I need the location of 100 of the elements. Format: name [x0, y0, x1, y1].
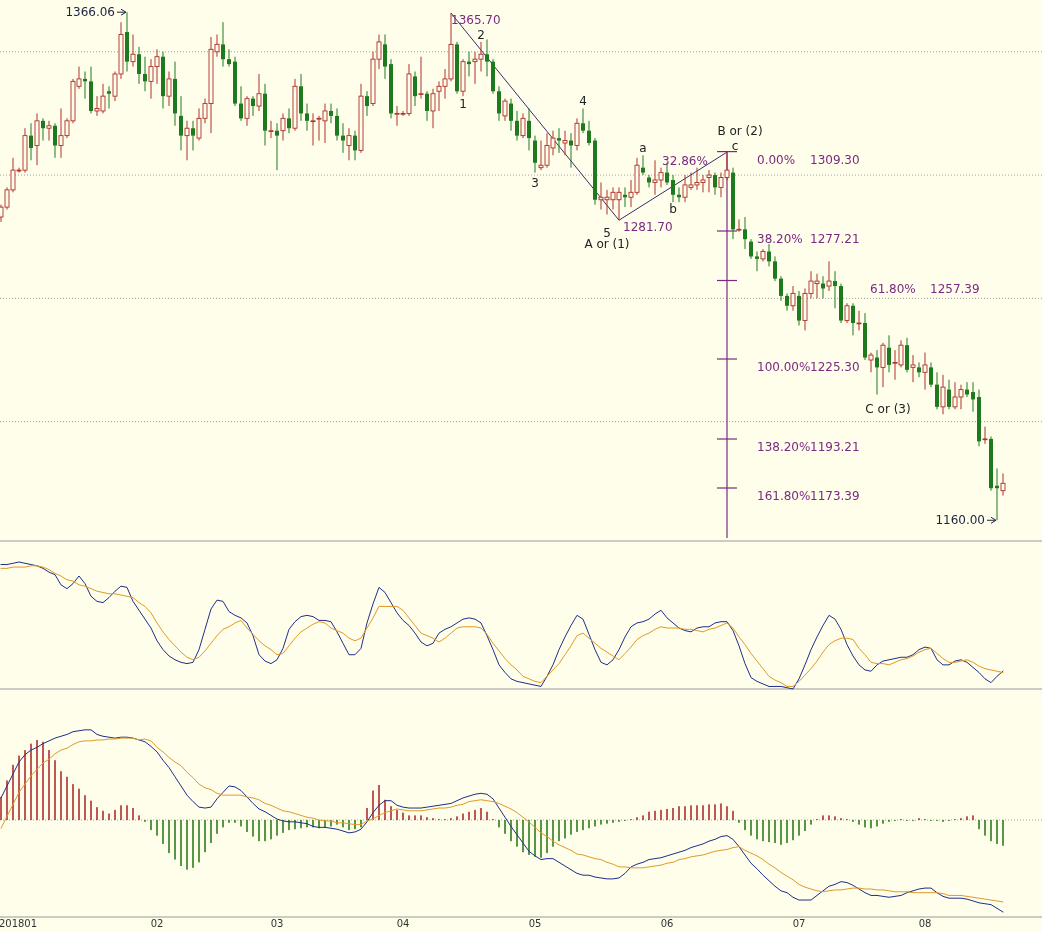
candlestick [515, 110, 519, 142]
candlestick [244, 95, 250, 127]
candlestick [221, 21, 225, 68]
annotation: 61.80% [870, 281, 916, 296]
annotation: 38.20% [757, 232, 803, 246]
x-tick-label: 02 [150, 918, 164, 929]
candlestick [767, 243, 771, 267]
candlestick [880, 342, 886, 388]
annotation: 1225.30 [810, 360, 860, 374]
candlestick [166, 71, 172, 107]
x-tick-label: 06 [660, 918, 674, 929]
candlestick [418, 56, 424, 100]
annotation: b [669, 202, 677, 217]
candlestick [413, 71, 417, 107]
candlestick [851, 302, 855, 336]
annotation: 100.00% [757, 360, 811, 374]
candlestick [844, 302, 850, 324]
candlestick [46, 120, 52, 142]
candlestick [497, 85, 501, 122]
candlestick [353, 130, 357, 161]
candlestick [509, 98, 513, 132]
candlestick [947, 379, 951, 410]
candlestick [365, 90, 369, 117]
annotation: 3 [531, 175, 539, 190]
candlestick [965, 381, 969, 398]
candlestick [268, 120, 274, 139]
candlestick [587, 120, 591, 146]
annotation: C or (3) [865, 402, 911, 417]
candlestick [749, 238, 753, 260]
candlestick [41, 117, 45, 142]
candlestick [520, 112, 526, 139]
candlestick [329, 103, 333, 124]
candlestick [280, 112, 286, 142]
annotation: 1160.00 [935, 513, 985, 528]
candlestick [935, 371, 939, 410]
candlestick [982, 426, 988, 445]
candlestick [562, 130, 568, 156]
candlestick [773, 255, 777, 282]
candlestick [875, 349, 879, 396]
annotation: a [639, 141, 647, 156]
candlestick [502, 98, 508, 122]
candlestick [179, 95, 183, 151]
x-tick-label: 07 [792, 918, 806, 929]
candlestick [581, 107, 585, 134]
candlestick [137, 46, 141, 85]
candlestick [346, 127, 352, 161]
annotation: B or (2) [717, 124, 763, 139]
annotation: 1366.06 [65, 5, 115, 20]
candlestick [184, 120, 190, 161]
candlestick [1000, 472, 1006, 497]
candlestick [239, 85, 243, 122]
x-tick-label: 05 [528, 918, 542, 929]
candlestick [557, 127, 561, 154]
candlestick [310, 112, 316, 146]
candlestick [341, 122, 345, 154]
candlestick [383, 34, 387, 80]
x-tick-label: 03 [270, 918, 284, 929]
x-tick-label: 04 [396, 918, 410, 929]
candlestick [335, 107, 339, 142]
candlestick [940, 374, 946, 415]
annotation: 161.80% [757, 489, 811, 503]
candlestick [130, 34, 136, 68]
candlestick [917, 361, 921, 378]
candlestick [305, 103, 309, 132]
annotation: c [731, 139, 739, 154]
annotation: 1257.39 [930, 281, 980, 296]
candlestick [227, 48, 231, 68]
annotation: 0.00% [757, 152, 796, 167]
candlestick [527, 107, 531, 151]
annotation: 1193.21 [810, 440, 860, 454]
candlestick [779, 275, 783, 302]
candlestick [713, 172, 717, 196]
annotation: 32.86% [662, 154, 708, 169]
candlestick [671, 174, 675, 203]
candlestick [53, 122, 57, 159]
candlestick [971, 381, 975, 413]
candlestick [287, 107, 291, 134]
annotation: 2 [477, 27, 485, 42]
candlestick [641, 154, 645, 176]
candlestick [485, 38, 489, 77]
candlestick [143, 56, 147, 92]
candlestick [275, 122, 279, 171]
candlestick [856, 310, 862, 331]
candlestick [929, 361, 933, 388]
x-tick-label: 201801 [0, 918, 38, 929]
candlestick [256, 73, 262, 112]
candlestick [868, 352, 874, 373]
candlestick [706, 169, 712, 193]
candlestick [29, 122, 33, 161]
candlestick [574, 117, 580, 151]
candlestick [755, 251, 759, 272]
candlestick [785, 292, 789, 312]
candlestick [922, 352, 928, 391]
annotation: 138.20% [757, 440, 811, 454]
annotation: 4 [579, 94, 587, 109]
candlestick [826, 260, 832, 292]
candlestick [910, 354, 916, 383]
candlestick [191, 120, 195, 151]
candlestick [533, 135, 537, 174]
annotation: 1365.70 [451, 13, 501, 28]
